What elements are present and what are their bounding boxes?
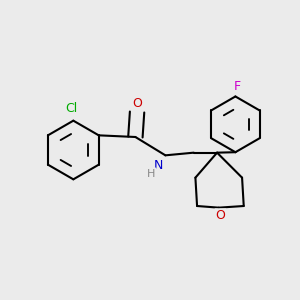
- Text: H: H: [147, 169, 156, 179]
- Text: F: F: [233, 80, 241, 93]
- Text: O: O: [215, 209, 225, 223]
- Text: O: O: [132, 97, 142, 110]
- Text: Cl: Cl: [65, 103, 78, 116]
- Text: N: N: [153, 159, 163, 172]
